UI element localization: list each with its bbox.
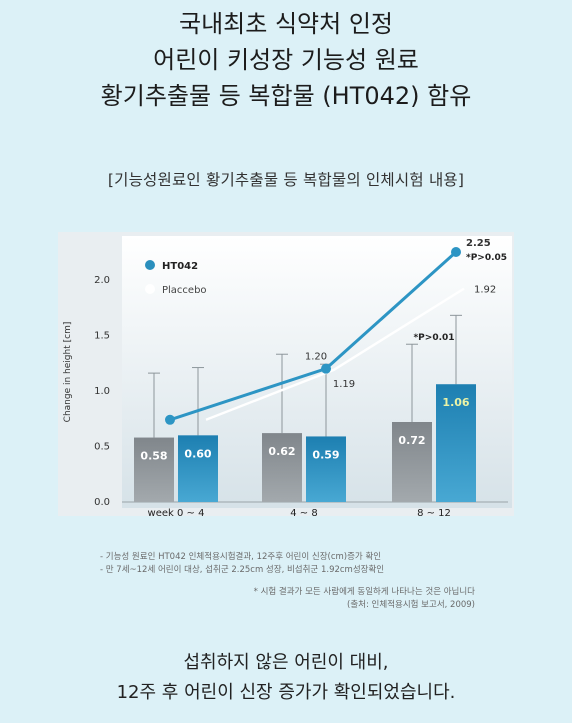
headline-line-1: 국내최초 식약처 인정: [179, 10, 393, 38]
note-2: - 만 7세~12세 어린이 대상, 섭취군 2.25cm 성장, 비섭취군 1…: [100, 565, 385, 575]
x-tick-label: week 0 ~ 4: [148, 508, 205, 516]
significance-annotation: *P>0.05: [466, 253, 507, 263]
ht042-line-label: 2.25: [466, 238, 491, 249]
y-tick-label: 1.5: [94, 330, 110, 341]
legend-ht042-marker: [145, 260, 155, 270]
y-tick-label: 0.0: [94, 497, 110, 508]
placebo-bar: [392, 422, 432, 502]
note-4: (출처: 인체적용시험 보고서, 2009): [347, 600, 475, 610]
ht042-bar-label: 1.06: [442, 396, 469, 409]
placebo-line-label: 1.92: [474, 285, 496, 296]
headline-line-3: 황기추출물 등 복합물 (HT042) 함유: [100, 82, 472, 110]
conclusion-line-1: 섭취하지 않은 어린이 대비,: [183, 652, 389, 673]
headline-line-2: 어린이 키성장 기능성 원료: [153, 46, 419, 74]
placebo-line-label: 1.19: [333, 379, 355, 390]
ht042-bar-label: 0.59: [312, 448, 339, 461]
height-change-chart: 0.0 0.5 1.0 1.5 2.0 week 0 ~ 4 4 ~ 8 8 ~ 12 0.5…: [58, 232, 514, 519]
y-tick-label: 0.5: [94, 441, 110, 452]
note-3: * 시험 결과가 모든 사람에게 동일하게 나타나는 것은 아닙니다: [253, 587, 475, 597]
ht042-point: [321, 363, 331, 374]
ht042-point: [165, 414, 175, 425]
significance-annotation: *P>0.01: [413, 333, 454, 343]
ht042-point: [451, 247, 461, 257]
placebo-trend-line: [205, 287, 465, 421]
legend-ht042-label: HT042: [162, 261, 198, 272]
placebo-bar: [262, 433, 302, 502]
ht042-bar-label: 0.60: [184, 447, 211, 460]
placebo-bar-label: 0.58: [140, 450, 167, 463]
legend-placebo-label: Placcebo: [162, 285, 207, 296]
x-tick-label: 4 ~ 8: [290, 508, 317, 516]
chart-subtitle: [기능성원료인 황기추출물 등 복합물의 인체시험 내용]: [107, 171, 465, 189]
ht042-bar: [436, 384, 476, 502]
ht042-bar: [178, 435, 218, 502]
placebo-bar-label: 0.62: [268, 445, 295, 458]
note-1: - 기능성 원료인 HT042 인체적용시험결과, 12주후 어린이 신장(cm…: [100, 552, 382, 562]
placebo-bar: [134, 437, 174, 502]
y-tick-label: 1.0: [94, 386, 110, 397]
legend-placebo-marker: [145, 284, 155, 294]
y-axis-label: Change in height [cm]: [63, 322, 73, 423]
conclusion-line-2: 12주 후 어린이 신장 증가가 확인되었습니다.: [116, 682, 456, 703]
ht042-bar: [306, 436, 346, 502]
x-tick-label: 8 ~ 12: [417, 508, 451, 516]
ht042-line-label: 1.20: [305, 352, 327, 363]
y-tick-label: 2.0: [94, 275, 110, 286]
chart-panel: 0.0 0.5 1.0 1.5 2.0 week 0 ~ 4 4 ~ 8 8 ~ 12 0.5…: [58, 232, 514, 519]
placebo-bar-label: 0.72: [398, 434, 425, 447]
